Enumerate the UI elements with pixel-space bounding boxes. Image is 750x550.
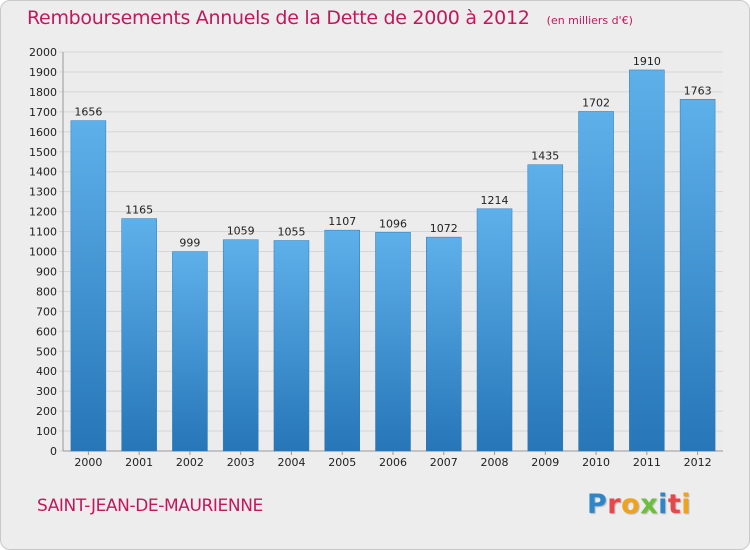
bar bbox=[527, 164, 564, 452]
logo-letter: i bbox=[681, 489, 692, 520]
data-label: 1072 bbox=[430, 222, 458, 235]
y-tick-label: 2000 bbox=[29, 46, 57, 59]
logo-letter: t bbox=[667, 489, 682, 520]
logo-letter: x bbox=[640, 489, 659, 520]
data-label: 1702 bbox=[582, 96, 610, 109]
chart-unit: (en milliers d'€) bbox=[546, 14, 633, 27]
data-label: 1165 bbox=[125, 204, 153, 217]
bar bbox=[375, 232, 411, 452]
proxiti-logo: Proxiti bbox=[587, 489, 691, 520]
data-label: 1763 bbox=[684, 84, 712, 97]
y-tick-label: 1300 bbox=[29, 186, 57, 199]
bar bbox=[172, 251, 208, 452]
y-tick-label: 300 bbox=[36, 385, 57, 398]
x-tick-label: 2005 bbox=[328, 456, 356, 469]
bar bbox=[426, 236, 462, 452]
x-tick-label: 2008 bbox=[481, 456, 509, 469]
data-label: 1435 bbox=[531, 150, 559, 163]
y-tick-label: 0 bbox=[50, 445, 57, 458]
data-label: 1059 bbox=[227, 225, 255, 238]
y-tick-label: 1100 bbox=[29, 226, 57, 239]
y-tick-label: 500 bbox=[36, 345, 57, 358]
bar bbox=[324, 229, 360, 452]
x-tick-label: 2007 bbox=[430, 456, 458, 469]
y-tick-label: 1400 bbox=[29, 166, 57, 179]
bar bbox=[70, 120, 107, 452]
logo-letter: i bbox=[658, 489, 668, 520]
bar bbox=[679, 99, 716, 452]
data-label: 1107 bbox=[328, 215, 356, 228]
bar bbox=[578, 111, 614, 452]
y-tick-label: 800 bbox=[36, 285, 57, 298]
logo-letter: r bbox=[607, 489, 622, 520]
y-tick-label: 1500 bbox=[29, 146, 57, 159]
x-tick-label: 2010 bbox=[582, 456, 610, 469]
x-tick-label: 2011 bbox=[633, 456, 661, 469]
bar bbox=[476, 208, 513, 452]
y-tick-label: 1600 bbox=[29, 126, 57, 139]
data-label: 1055 bbox=[277, 226, 305, 239]
y-tick-label: 200 bbox=[36, 405, 57, 418]
y-tick-label: 900 bbox=[36, 265, 57, 278]
x-tick-label: 2012 bbox=[684, 456, 712, 469]
place-name: SAINT-JEAN-DE-MAURIENNE bbox=[37, 496, 263, 516]
bar bbox=[273, 240, 310, 452]
y-tick-label: 1800 bbox=[29, 86, 57, 99]
logo-letter: P bbox=[587, 489, 608, 520]
x-tick-label: 2006 bbox=[379, 456, 407, 469]
data-label: 1214 bbox=[481, 194, 509, 207]
x-tick-label: 2001 bbox=[125, 456, 153, 469]
y-tick-label: 400 bbox=[36, 365, 57, 378]
y-tick-label: 700 bbox=[36, 305, 57, 318]
x-tick-label: 2002 bbox=[176, 456, 204, 469]
x-tick-label: 2009 bbox=[531, 456, 559, 469]
data-label: 1096 bbox=[379, 217, 407, 230]
x-tick-label: 2003 bbox=[227, 456, 255, 469]
bar bbox=[121, 218, 157, 452]
bar bbox=[629, 69, 665, 452]
y-tick-label: 1900 bbox=[29, 66, 57, 79]
data-label: 999 bbox=[179, 237, 200, 250]
x-tick-label: 2000 bbox=[74, 456, 102, 469]
y-tick-label: 600 bbox=[36, 325, 57, 338]
chart-title-row: Remboursements Annuels de la Dette de 20… bbox=[27, 7, 633, 29]
data-label: 1656 bbox=[74, 106, 102, 119]
x-tick-label: 2004 bbox=[277, 456, 305, 469]
chart-title: Remboursements Annuels de la Dette de 20… bbox=[27, 7, 530, 29]
bar bbox=[222, 239, 259, 452]
data-label: 1910 bbox=[633, 55, 661, 68]
y-tick-label: 1200 bbox=[29, 206, 57, 219]
logo-letter: o bbox=[621, 489, 641, 520]
y-tick-label: 1000 bbox=[29, 246, 57, 259]
y-tick-label: 100 bbox=[36, 425, 57, 438]
y-tick-label: 1700 bbox=[29, 106, 57, 119]
